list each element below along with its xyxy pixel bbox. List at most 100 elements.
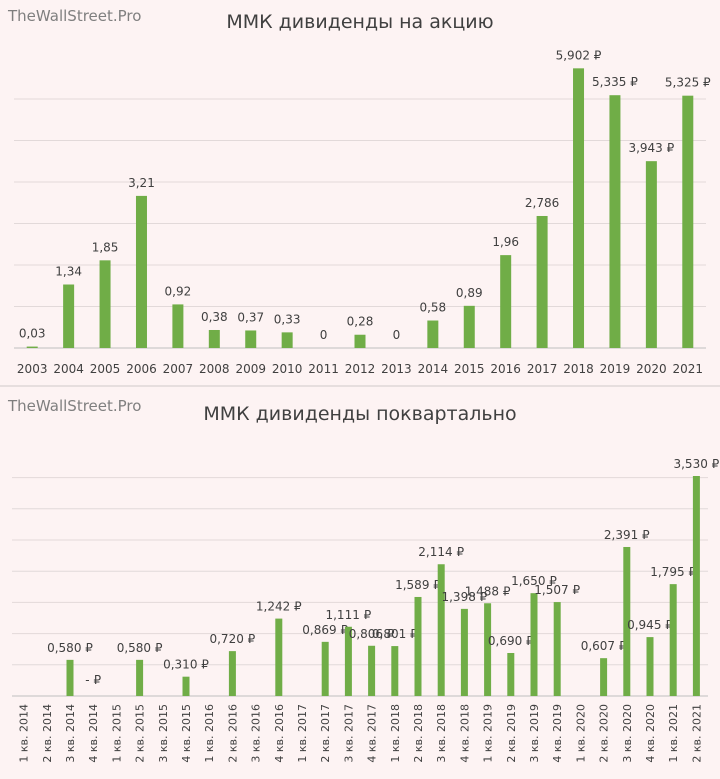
bar-2-кв.-2021 (692, 476, 700, 696)
data-label-2-кв.-2016: 0,720 ₽ (209, 632, 255, 646)
x-tick-2006: 2006 (126, 362, 157, 376)
x-tick-4-кв.-2017: 4 кв. 2017 (366, 704, 379, 763)
x-tick-2-кв.-2015: 2 кв. 2015 (134, 704, 147, 763)
x-tick-2014: 2014 (418, 362, 449, 376)
bar-2012 (354, 334, 366, 348)
data-label-2016: 1,96 (492, 235, 519, 249)
bar-1-кв.-2021 (669, 584, 677, 696)
bar-2017 (536, 215, 548, 348)
x-tick-2008: 2008 (199, 362, 230, 376)
x-tick-2-кв.-2020: 2 кв. 2020 (598, 704, 611, 763)
x-tick-3-кв.-2017: 3 кв. 2017 (342, 704, 355, 763)
x-tick-2020: 2020 (636, 362, 667, 376)
x-tick-2019: 2019 (600, 362, 631, 376)
x-tick-4-кв.-2020: 4 кв. 2020 (644, 704, 657, 763)
data-label-4-кв.-2017: 0,806 ₽ (349, 627, 395, 641)
bar-4-кв.-2019 (553, 602, 561, 696)
x-tick-2-кв.-2018: 2 кв. 2018 (412, 704, 425, 763)
bar-2014 (427, 320, 439, 348)
chart-title-annual: ММК дивиденды на акцию (226, 11, 493, 33)
x-tick-2012: 2012 (345, 362, 376, 376)
data-label-2020: 3,943 ₽ (628, 141, 674, 155)
data-label-4-кв.-2019: 1,507 ₽ (534, 583, 580, 597)
x-tick-2004: 2004 (53, 362, 84, 376)
bar-1-кв.-2019 (484, 603, 492, 696)
x-tick-2007: 2007 (163, 362, 194, 376)
data-label-2-кв.-2020: 0,607 ₽ (581, 639, 627, 653)
bar-2-кв.-2020 (600, 658, 608, 696)
x-tick-2-кв.-2021: 2 кв. 2021 (690, 704, 703, 763)
data-label-2009: 0,37 (237, 310, 264, 324)
bar-4-кв.-2018 (460, 608, 468, 696)
data-label-4-кв.-2018: 1,398 ₽ (441, 590, 487, 604)
data-label-2-кв.-2017: 0,869 ₽ (302, 623, 348, 637)
bar-2019 (609, 95, 621, 348)
data-label-4-кв.-2015: 0,310 ₽ (163, 658, 209, 672)
bar-2003 (26, 346, 38, 348)
data-label-2-кв.-2018: 1,589 ₽ (395, 578, 441, 592)
bar-2015 (463, 305, 475, 348)
x-tick-3-кв.-2016: 3 кв. 2016 (250, 704, 263, 763)
x-tick-1-кв.-2019: 1 кв. 2019 (482, 704, 495, 763)
data-label-2006: 3,21 (128, 176, 155, 190)
data-label-4-кв.-2014: - ₽ (85, 673, 101, 687)
x-tick-1-кв.-2017: 1 кв. 2017 (296, 704, 309, 763)
quarterly-chart: 1 кв. 2014 2 кв. 2014 0,580 ₽ 3 кв. 2014 - ₽… (12, 457, 720, 763)
x-tick-4-кв.-2014: 4 кв. 2014 (87, 704, 100, 763)
watermark-quarterly: TheWallStreet.Pro (7, 397, 141, 415)
x-tick-1-кв.-2014: 1 кв. 2014 (18, 704, 31, 763)
data-label-2013: 0 (393, 328, 401, 342)
x-tick-4-кв.-2019: 4 кв. 2019 (551, 704, 564, 763)
x-tick-4-кв.-2016: 4 кв. 2016 (273, 704, 286, 763)
bar-3-кв.-2014 (66, 659, 74, 696)
bar-2-кв.-2018 (414, 596, 422, 696)
x-tick-2015: 2015 (454, 362, 485, 376)
data-label-3-кв.-2020: 2,391 ₽ (604, 528, 650, 542)
x-tick-3-кв.-2018: 3 кв. 2018 (435, 704, 448, 763)
chart-title-quarterly: ММК дивиденды поквартально (203, 403, 516, 425)
bar-4-кв.-2020 (646, 637, 654, 696)
bar-2021 (682, 95, 694, 348)
x-tick-2013: 2013 (381, 362, 412, 376)
data-label-2-кв.-2021: 3,530 ₽ (673, 457, 719, 471)
bar-2018 (573, 68, 585, 348)
x-tick-1-кв.-2020: 1 кв. 2020 (574, 704, 587, 763)
bar-4-кв.-2015 (182, 676, 190, 696)
bar-2-кв.-2019 (507, 652, 515, 696)
bar-3-кв.-2019 (530, 593, 538, 696)
x-tick-1-кв.-2015: 1 кв. 2015 (110, 704, 123, 763)
bar-2004 (63, 284, 75, 348)
bar-2-кв.-2016 (228, 651, 236, 696)
x-tick-2009: 2009 (235, 362, 266, 376)
x-tick-2018: 2018 (563, 362, 594, 376)
x-tick-1-кв.-2018: 1 кв. 2018 (389, 704, 402, 763)
x-tick-2-кв.-2019: 2 кв. 2019 (505, 704, 518, 763)
bar-3-кв.-2017 (344, 626, 352, 696)
x-tick-3-кв.-2015: 3 кв. 2015 (157, 704, 170, 763)
data-label-2003: 0,03 (19, 327, 46, 341)
bar-2016 (500, 255, 512, 348)
data-label-3-кв.-2018: 2,114 ₽ (418, 545, 464, 559)
data-label-2010: 0,33 (274, 312, 301, 326)
data-label-2021: 5,325 ₽ (665, 76, 711, 90)
x-tick-2005: 2005 (90, 362, 121, 376)
data-label-4-кв.-2016: 1,242 ₽ (256, 600, 302, 614)
data-label-2005: 1,85 (92, 240, 119, 254)
data-label-2-кв.-2019: 0,690 ₽ (488, 634, 534, 648)
bar-2020 (645, 161, 657, 348)
x-tick-2010: 2010 (272, 362, 303, 376)
data-label-2-кв.-2015: 0,580 ₽ (117, 641, 163, 655)
bar-2008 (208, 329, 220, 348)
watermark-annual: TheWallStreet.Pro (7, 7, 141, 25)
data-label-1-кв.-2021: 1,795 ₽ (650, 565, 696, 579)
data-label-2019: 5,335 ₽ (592, 75, 638, 89)
bar-3-кв.-2018 (437, 564, 445, 696)
bar-2006 (135, 195, 147, 348)
data-label-3-кв.-2017: 1,111 ₽ (325, 608, 371, 622)
data-label-2008: 0,38 (201, 310, 228, 324)
x-tick-4-кв.-2015: 4 кв. 2015 (180, 704, 193, 763)
data-label-2014: 0,58 (419, 301, 446, 315)
data-label-1-кв.-2018: 0,801 ₽ (372, 627, 418, 641)
bar-2007 (172, 304, 184, 348)
